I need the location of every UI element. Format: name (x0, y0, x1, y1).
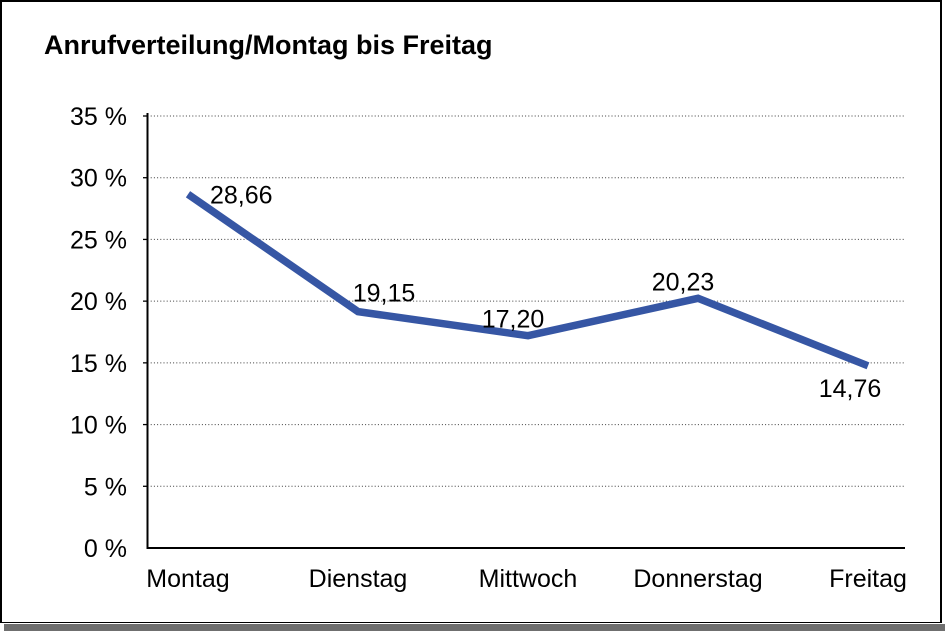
y-tick-label: 25 % (70, 226, 127, 254)
data-point-label: 19,15 (353, 280, 416, 308)
series-line (185, 191, 870, 370)
y-tick-label: 15 % (70, 350, 127, 378)
x-category-label: Freitag (829, 565, 907, 593)
y-tick-label: 0 % (84, 535, 127, 563)
y-tick-label: 35 % (70, 103, 127, 131)
y-tick-label: 20 % (70, 288, 127, 316)
data-point-label: 28,66 (210, 181, 273, 209)
frame-shadow (4, 624, 945, 631)
data-point-label: 17,20 (482, 306, 545, 334)
y-tick-label: 10 % (70, 412, 127, 440)
x-category-label: Dienstag (309, 565, 408, 593)
x-category-label: Mittwoch (479, 565, 578, 593)
y-tick-label: 30 % (70, 165, 127, 193)
data-point-label: 20,23 (652, 268, 715, 296)
y-tick-label: 5 % (84, 473, 127, 501)
x-category-label: Montag (146, 565, 229, 593)
chart-title: Anrufverteilung/Montag bis Freitag (44, 30, 493, 60)
x-category-label: Donnerstag (633, 565, 762, 593)
data-point-label: 14,76 (819, 375, 882, 403)
